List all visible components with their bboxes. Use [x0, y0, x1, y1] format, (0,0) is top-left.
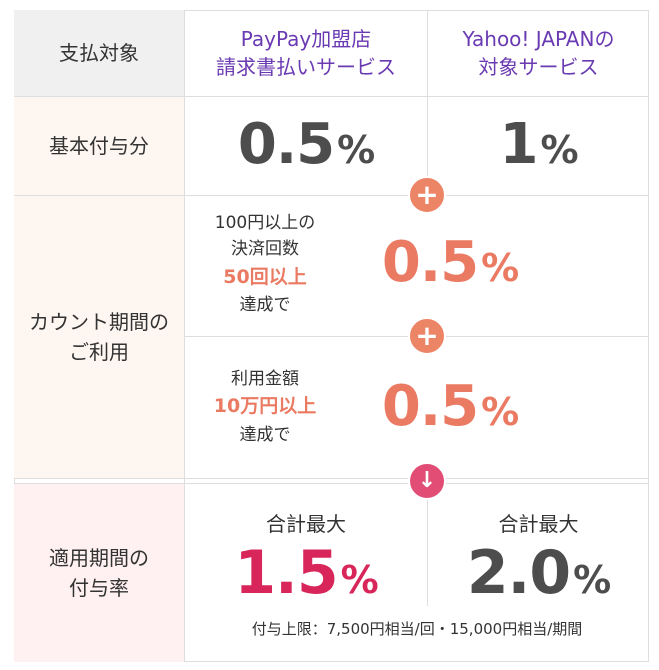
total-rate-paypay: 1.5% — [185, 538, 427, 610]
arrow-down-icon: ↓ — [408, 462, 446, 500]
count-row-label-line1: カウント期間の — [29, 310, 169, 334]
base-rate-yahoo-value: 1 — [499, 112, 538, 177]
row-divider — [14, 478, 649, 479]
condition-payment-count-line1: 100円以上の — [214, 213, 316, 233]
total-rate-yahoo-value: 2.0 — [466, 538, 571, 608]
total-row-label-line1: 適用期間の — [49, 546, 149, 570]
bonus-rate-payment-count: 0.5% — [350, 230, 550, 300]
condition-payment-amount-line3: 達成で — [239, 424, 291, 445]
percent-sign: % — [337, 128, 375, 172]
bonus-rate-payment-amount: 0.5% — [350, 374, 550, 444]
header-label-cell: 支払対象 — [14, 10, 184, 96]
column-divider — [184, 10, 185, 662]
plus-icon: + — [408, 317, 446, 355]
condition-payment-count-highlight: 50回以上 — [223, 265, 307, 288]
percent-sign: % — [573, 558, 611, 602]
reward-cap-note: 付与上限：7,500円相当/回・15,000円相当/期間 — [251, 620, 583, 638]
total-rate-yahoo: 2.0% — [428, 538, 649, 610]
count-row-label-line2: ご利用 — [69, 340, 129, 364]
condition-payment-amount: 利用金額 10万円以上 達成で — [190, 366, 340, 448]
condition-payment-count-line2: 決済回数 — [231, 239, 299, 260]
count-row-label-cell: カウント期間の ご利用 — [14, 196, 184, 478]
column-header-paypay-line2: 請求書払いサービス — [216, 55, 396, 79]
bonus-rate-payment-amount-value: 0.5 — [381, 374, 479, 439]
percent-sign: % — [540, 128, 578, 172]
base-rate-paypay-value: 0.5 — [237, 112, 335, 177]
total-caption-yahoo: 合計最大 — [498, 512, 579, 536]
base-row-label-cell: 基本付与分 — [14, 97, 184, 195]
total-row-label-cell: 適用期間の 付与率 — [14, 484, 184, 662]
bonus-rate-payment-count-value: 0.5 — [381, 230, 479, 295]
column-header-yahoo-line1: Yahoo! JAPANの — [462, 27, 615, 51]
plus-icon: + — [408, 176, 446, 214]
total-row-label-line2: 付与率 — [69, 576, 129, 600]
condition-payment-count: 100円以上の 決済回数 50回以上 達成で — [190, 210, 340, 318]
column-header-paypay: PayPay加盟店 請求書払いサービス — [185, 10, 427, 96]
row-divider — [14, 96, 649, 97]
percent-sign: % — [481, 390, 519, 434]
column-divider — [427, 10, 428, 196]
condition-payment-amount-line1: 利用金額 — [231, 369, 299, 389]
column-header-yahoo: Yahoo! JAPANの 対象サービス — [428, 10, 649, 96]
condition-payment-amount-highlight: 10万円以上 — [213, 395, 317, 418]
column-divider — [427, 484, 428, 606]
column-header-paypay-line1: PayPay加盟店 — [240, 27, 372, 51]
total-rate-paypay-value: 1.5 — [234, 538, 338, 608]
total-caption-paypay: 合計最大 — [266, 512, 346, 536]
percent-sign: % — [481, 246, 519, 290]
percent-sign: % — [340, 558, 379, 602]
base-row-label: 基本付与分 — [49, 134, 149, 158]
condition-payment-count-line4: 達成で — [239, 295, 291, 316]
row-divider — [14, 483, 649, 484]
column-header-yahoo-line2: 対象サービス — [478, 55, 599, 79]
base-rate-paypay: 0.5% — [185, 112, 427, 182]
header-label: 支払対象 — [59, 41, 139, 65]
row-divider — [14, 195, 649, 196]
base-rate-yahoo: 1% — [428, 112, 649, 182]
